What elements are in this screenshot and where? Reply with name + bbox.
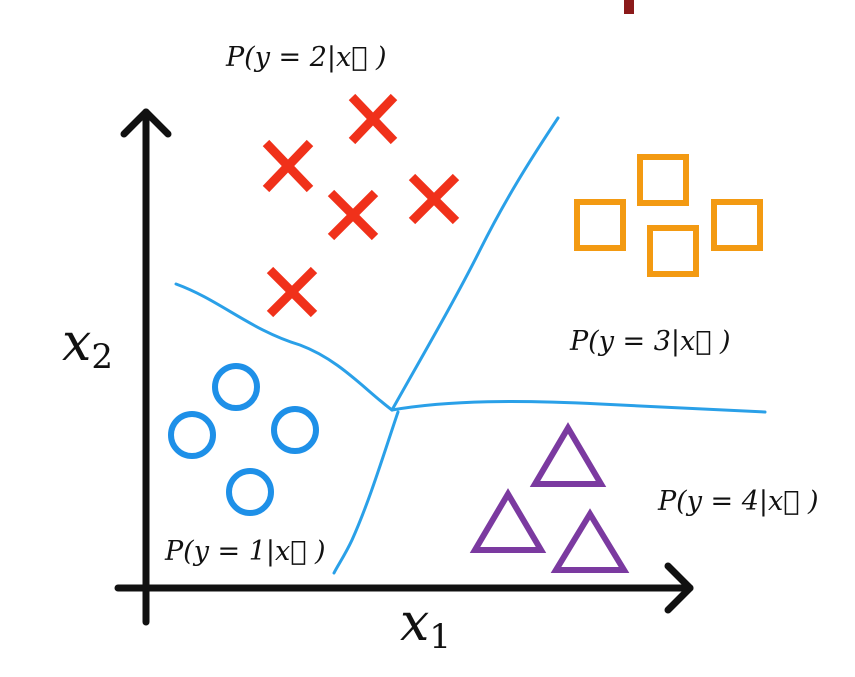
- class-3-square-marker: [647, 225, 699, 277]
- class-1-markers: [168, 363, 319, 516]
- class-1-circle-marker: [168, 411, 216, 459]
- x-axis-arrowhead: [664, 562, 694, 614]
- axes: [114, 108, 694, 626]
- x-axis-label: x1: [400, 593, 451, 657]
- boundary-3-4: [390, 400, 767, 414]
- class-2-cross-marker: [348, 93, 398, 145]
- class-1-circle-marker: [212, 363, 260, 411]
- class-2-cross-marker: [327, 189, 379, 241]
- boundary-1-4: [332, 410, 400, 575]
- class-3-markers: [574, 154, 763, 277]
- class-4-triangle-marker: [529, 422, 607, 487]
- class-2-probability-label: P(y = 2|x⃗ ): [225, 42, 387, 73]
- class-2-cross-marker: [262, 139, 314, 193]
- x-axis-label-subscript: 1: [429, 617, 451, 657]
- y-axis-label-subscript: 2: [91, 337, 113, 377]
- class-2-cross-marker: [266, 266, 318, 318]
- class-3-square-marker: [637, 154, 689, 206]
- class-1-circle-marker: [271, 406, 319, 454]
- class-4-triangle-marker: [550, 508, 630, 573]
- class-3-square-marker: [711, 199, 763, 251]
- class-4-markers: [469, 422, 630, 573]
- boundary-1-2: [174, 282, 394, 412]
- y-axis-label: x2: [62, 313, 113, 377]
- decision-boundaries: [174, 116, 767, 575]
- y-axis-arrowhead: [120, 108, 172, 138]
- class-3-probability-label: P(y = 3|x⃗ ): [569, 326, 731, 357]
- class-2-markers: [262, 93, 460, 318]
- boundary-2-3: [390, 116, 560, 412]
- class-1-circle-marker: [226, 468, 274, 516]
- top-bar-remnant: [624, 0, 634, 14]
- class-4-triangle-marker: [469, 488, 547, 553]
- class-3-square-marker: [574, 199, 626, 251]
- class-1-probability-label: P(y = 1|x⃗ ): [164, 536, 326, 567]
- class-2-cross-marker: [408, 173, 460, 225]
- class-4-probability-label: P(y = 4|x⃗ ): [657, 486, 819, 517]
